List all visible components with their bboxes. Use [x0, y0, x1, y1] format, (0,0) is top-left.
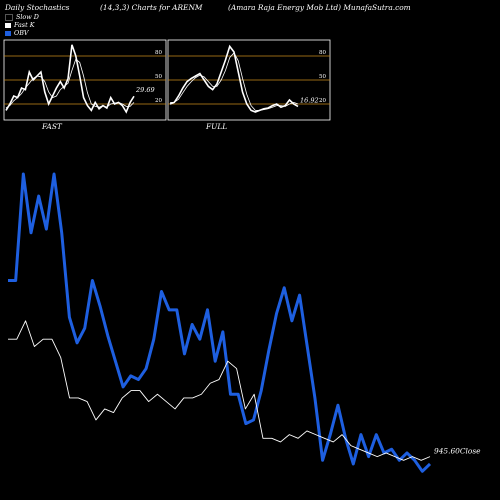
- series-line-obv: [8, 172, 432, 473]
- panel-label-full: FULL: [206, 122, 228, 131]
- last-value-label-full: 16.92: [300, 96, 319, 104]
- legend-label-obv: OBV: [14, 29, 29, 37]
- close-price-label: 945.60Close: [434, 447, 481, 456]
- legend-item-fast-k: Fast K: [5, 21, 34, 29]
- series-line-full-full-k: [169, 44, 299, 113]
- legend-swatch-obv: [5, 30, 11, 36]
- legend-item-obv: OBV: [5, 29, 29, 37]
- level-label-fast-20: 20: [155, 98, 162, 104]
- chart-title: (14,3,3) Charts for ARENM: [100, 3, 203, 12]
- series-line-full-full-d: [170, 52, 299, 111]
- legend-item-slow-d: Slow D: [5, 13, 39, 21]
- level-label-full-20: 20: [319, 98, 326, 104]
- chart-subtitle: Daily Stochastics: [5, 3, 70, 12]
- last-value-label-fast: 29.69: [135, 86, 155, 94]
- series-line-price: [8, 320, 431, 461]
- legend-label-slow-d: Slow D: [16, 13, 39, 21]
- level-label-full-80: 80: [319, 50, 326, 56]
- level-label-fast-50: 50: [155, 74, 162, 80]
- legend-label-fast-k: Fast K: [14, 21, 35, 29]
- company-name: (Amara Raja Energy Mob Ltd) MunafaSutra.…: [228, 3, 411, 12]
- series-line-fast-slow-d: [5, 58, 135, 109]
- series-line-fast-fast-k: [5, 44, 135, 114]
- panel-label-fast: FAST: [42, 122, 62, 131]
- level-label-fast-80: 80: [155, 50, 162, 56]
- level-label-full-50: 50: [319, 74, 326, 80]
- legend-swatch-fast-k: [5, 22, 11, 28]
- legend-swatch-slow-d: [5, 13, 13, 21]
